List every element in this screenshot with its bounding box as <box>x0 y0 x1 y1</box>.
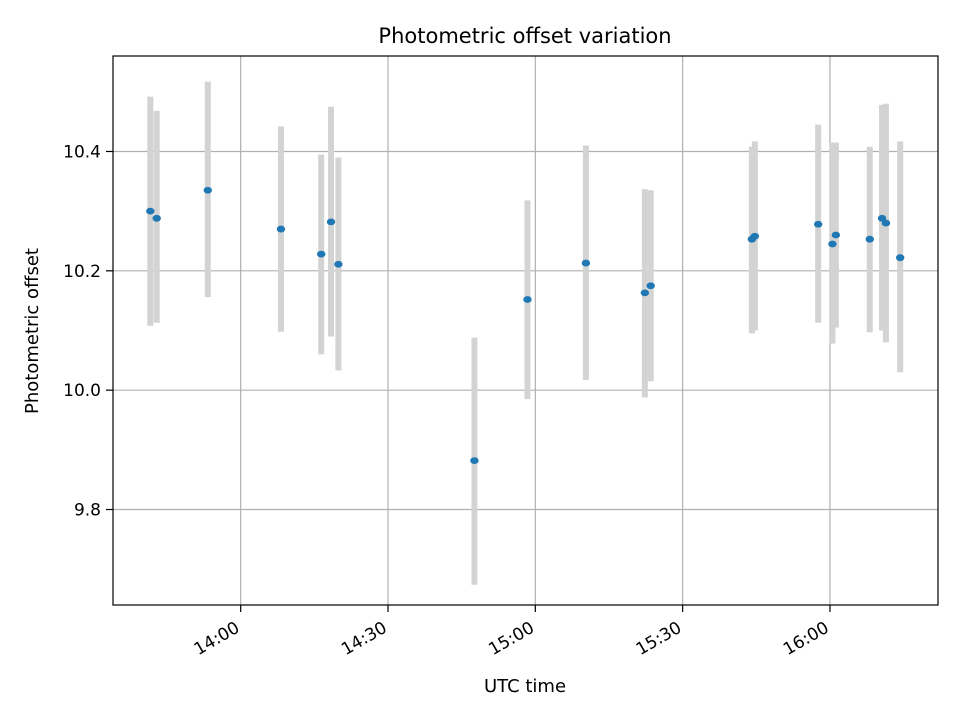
data-points <box>146 186 905 464</box>
y-axis-ticks: 9.8 10.0 10.2 10.4 <box>63 142 113 521</box>
y-axis-label: Photometric offset <box>22 248 43 414</box>
data-point <box>317 250 326 258</box>
data-point <box>895 254 905 262</box>
y-tick-label: 10.2 <box>63 262 101 282</box>
x-axis-ticks: 14:00 14:30 15:00 15:30 16:00 <box>191 605 832 660</box>
data-point <box>831 231 841 239</box>
data-point <box>881 219 891 227</box>
x-tick-label: 14:30 <box>338 618 390 660</box>
data-point <box>828 240 837 248</box>
data-point <box>865 235 874 243</box>
chart-title: Photometric offset variation <box>378 24 671 48</box>
data-point <box>750 232 760 240</box>
data-point <box>276 225 286 233</box>
y-tick-label: 9.8 <box>74 501 101 521</box>
data-point <box>334 260 343 268</box>
data-point <box>813 220 823 228</box>
y-tick-label: 10.0 <box>63 381 101 401</box>
data-point <box>523 296 532 303</box>
x-tick-label: 15:30 <box>633 618 685 660</box>
data-point <box>470 457 479 464</box>
x-tick-label: 14:00 <box>191 618 243 660</box>
x-tick-label: 16:00 <box>780 618 832 660</box>
plot-frame <box>112 55 939 606</box>
data-point <box>640 289 650 297</box>
data-point <box>146 207 155 215</box>
data-point <box>203 186 212 194</box>
data-point <box>326 218 336 226</box>
data-point <box>646 282 655 290</box>
x-tick-label: 15:00 <box>485 618 537 660</box>
data-point <box>877 214 887 222</box>
data-point <box>152 214 161 222</box>
y-tick-label: 10.4 <box>63 142 101 162</box>
data-point <box>581 259 591 267</box>
x-axis-label: UTC time <box>484 676 566 697</box>
